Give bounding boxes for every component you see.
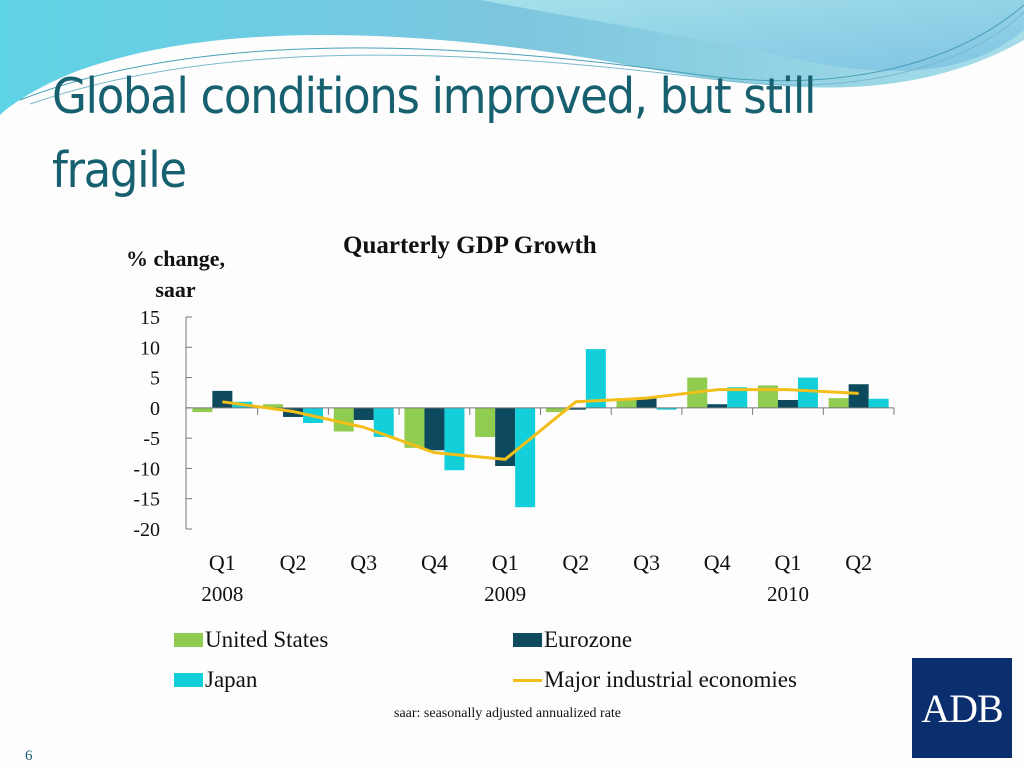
legend-swatch-eurozone — [513, 633, 542, 647]
legend-item-japan: Japan — [174, 667, 257, 693]
page-number: 6 — [25, 748, 33, 764]
legend-label-major: Major industrial economies — [544, 667, 797, 692]
y-tick-label: -15 — [133, 489, 160, 511]
bar-eurozone — [636, 398, 657, 408]
bar-us — [333, 407, 354, 432]
bar-japan — [373, 407, 394, 437]
bar-eurozone — [707, 404, 728, 408]
legend-swatch-japan — [174, 673, 203, 687]
line-major-industrial — [222, 388, 859, 461]
bar-eurozone — [353, 407, 374, 420]
bar-japan — [868, 398, 889, 408]
legend-swatch-major — [513, 678, 542, 682]
x-tick-label: Q2 — [845, 550, 872, 575]
bar-us — [263, 404, 284, 408]
x-tick-label: Q1 — [492, 550, 519, 575]
bar-eurozone — [212, 390, 233, 408]
adb-logo: ADB — [912, 658, 1012, 758]
legend-swatch-us — [174, 633, 203, 647]
x-tick-label: Q1 — [775, 550, 802, 575]
legend-label-us: United States — [205, 627, 329, 652]
x-tick-label: Q3 — [633, 550, 660, 575]
bar-us — [616, 398, 637, 408]
decorative-wave-header — [0, 0, 1024, 115]
y-tick-label: 0 — [150, 398, 160, 420]
y-axis-label: % change, saar — [126, 246, 225, 302]
bar-us — [404, 407, 425, 448]
bar-us — [192, 407, 213, 413]
bar-us — [475, 407, 496, 437]
x-tick-label: Q2 — [562, 550, 589, 575]
x-tick-label: Q4 — [704, 550, 731, 575]
chart-title: Quarterly GDP Growth — [343, 232, 597, 259]
y-tick-label: -5 — [143, 428, 160, 450]
x-tick-label: Q3 — [350, 550, 377, 575]
x-year-label: 2009 — [484, 582, 526, 606]
bar-us — [828, 398, 849, 408]
bar-eurozone — [848, 384, 869, 408]
y-tick-label: 15 — [140, 307, 160, 329]
bar-eurozone — [495, 407, 516, 467]
bar-japan — [585, 349, 606, 408]
legend-label-eurozone: Eurozone — [544, 627, 633, 652]
x-tick-label: Q1 — [209, 550, 236, 575]
legend-label-japan: Japan — [205, 667, 258, 692]
bar-japan — [515, 407, 536, 508]
y-tick-label: -10 — [133, 458, 160, 480]
bar-eurozone — [565, 407, 586, 410]
x-year-label: 2008 — [201, 582, 243, 606]
legend-item-eurozone: Eurozone — [513, 627, 632, 653]
bar-us — [545, 407, 566, 413]
footnote: saar: seasonally adjusted annualized rat… — [394, 706, 622, 721]
x-tick-label: Q4 — [421, 550, 448, 575]
slide-title: Global conditions improved, but still fr… — [52, 68, 816, 199]
bar-japan — [656, 407, 677, 410]
x-year-label: 2010 — [767, 582, 809, 606]
y-tick-label: 10 — [140, 337, 160, 359]
x-tick-label: Q2 — [280, 550, 307, 575]
bar-japan — [797, 377, 818, 408]
y-tick-label: -20 — [133, 519, 160, 541]
bar-japan — [444, 407, 465, 471]
bar-eurozone — [424, 407, 445, 451]
bar-eurozone — [777, 399, 798, 408]
bar-japan — [727, 387, 748, 408]
legend-item-us: United States — [174, 627, 328, 653]
y-tick-label: 5 — [150, 368, 160, 390]
legend-item-major: Major industrial economies — [513, 667, 797, 693]
